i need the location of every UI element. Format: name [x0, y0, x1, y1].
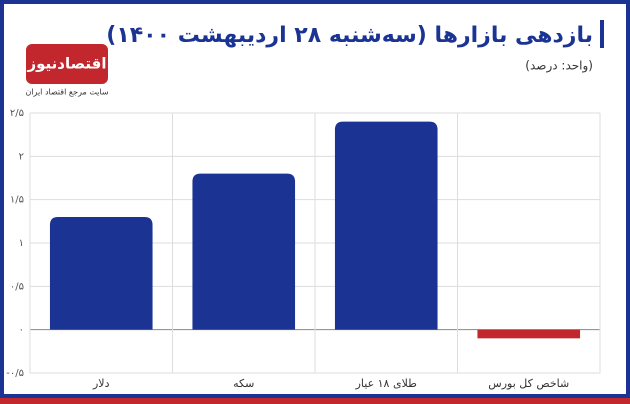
x-tick-label: شاخص کل بورس	[488, 377, 569, 390]
bar	[49, 217, 153, 330]
y-tick-label: ۱/۵	[10, 195, 24, 206]
x-tick-label: طلای ۱۸ عیار	[355, 377, 418, 390]
bar	[477, 329, 581, 339]
y-tick-label: -۰/۵	[6, 368, 24, 379]
y-tick-label: ۰/۵	[10, 281, 24, 292]
logo-name: اقتصادنیوز	[27, 55, 107, 73]
chart-title: بازدهی بازارها (سه‌شنبه ۲۸ اردیبهشت ۱۴۰۰…	[106, 23, 593, 48]
y-tick-label: ۰	[19, 325, 24, 336]
title-marker	[600, 20, 604, 48]
y-tick-label: ۲/۵	[10, 108, 24, 119]
logo-tagline: سایت مرجع اقتصاد ایران	[25, 88, 108, 97]
bottom-stripe	[0, 398, 630, 404]
y-tick-label: ۲	[19, 151, 24, 162]
bar	[334, 121, 438, 330]
y-tick-label: ۱	[19, 238, 24, 249]
x-tick-label: سکه	[233, 377, 254, 390]
x-tick-label: دلار	[92, 377, 110, 390]
logo-box	[26, 44, 108, 84]
bar	[192, 173, 296, 330]
chart-subtitle: (واحد: درصد)	[525, 59, 593, 74]
